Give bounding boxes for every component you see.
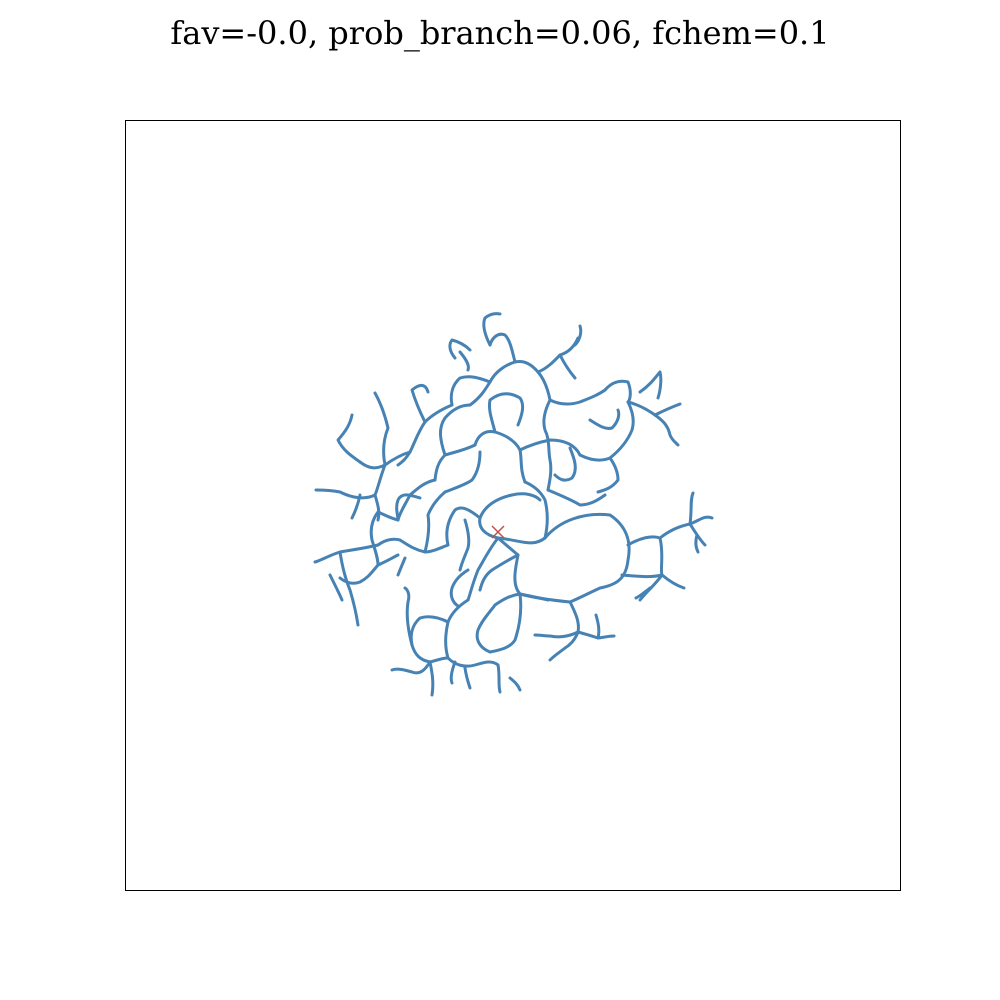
network-segment (376, 553, 407, 577)
network-segment (496, 663, 522, 694)
network-segment (488, 332, 517, 364)
network-segment (449, 568, 470, 608)
network-segment (542, 398, 553, 492)
network-segment (350, 493, 381, 522)
network-segment (588, 408, 621, 430)
network-segment (423, 490, 447, 554)
network-segment (546, 488, 607, 507)
network-segment (578, 400, 635, 462)
network-segment (314, 463, 387, 500)
network-segment (373, 391, 390, 467)
network-segment (410, 383, 430, 424)
network-segment (478, 553, 520, 592)
network-segment (688, 491, 695, 526)
network-segment (336, 413, 362, 464)
network-segment (328, 573, 344, 602)
network-segment (478, 492, 542, 540)
network-segment (395, 493, 422, 522)
network-segment (518, 592, 550, 602)
network-segment (449, 375, 492, 407)
network-segment (553, 446, 577, 482)
network-segment (603, 379, 632, 404)
network-segment (313, 543, 380, 564)
network-segment (428, 660, 435, 697)
network-segment (338, 563, 380, 585)
network-segment (433, 443, 477, 482)
figure-title: fav=-0.0, prob_branch=0.06, fchem=0.1 (170, 14, 830, 52)
plot-frame (125, 120, 901, 891)
network-segment (482, 312, 502, 347)
network-segment (548, 600, 580, 662)
network-segment (396, 403, 454, 467)
network-segment (653, 402, 682, 417)
network-segment (390, 660, 432, 675)
network-segment (626, 400, 680, 447)
network-segment (620, 535, 664, 579)
network-segment (444, 598, 470, 660)
network-segment (409, 615, 450, 647)
network-segment (439, 403, 472, 457)
network-segment (466, 536, 500, 602)
network-segment (688, 522, 707, 554)
network-segment (558, 324, 583, 380)
network-segment (410, 643, 450, 664)
network-segment (473, 430, 527, 484)
network-segment (658, 515, 714, 540)
network-segment (533, 630, 580, 639)
network-segment (536, 370, 607, 406)
network-segment (369, 510, 400, 567)
network-segment (468, 360, 540, 407)
origin-marker (491, 525, 505, 539)
network-segment (448, 338, 472, 372)
network-segment (449, 660, 472, 690)
network-segment (638, 370, 663, 400)
network-paths (313, 312, 714, 697)
network-segment (488, 592, 523, 654)
network-segment (376, 537, 450, 554)
network-segment (475, 592, 522, 654)
network-segment (518, 438, 582, 457)
network-segment (596, 456, 620, 494)
network-segment (496, 512, 631, 604)
network-segment (576, 613, 616, 640)
network-segment (403, 586, 414, 647)
network-segment (536, 336, 580, 374)
network-segment (458, 518, 471, 572)
network-segment (443, 450, 482, 494)
network-segment (488, 392, 525, 434)
network-segment (660, 573, 686, 590)
network-segment (338, 550, 360, 627)
network-segment (523, 480, 549, 540)
network-segment (634, 573, 664, 602)
network-segment (445, 506, 482, 547)
